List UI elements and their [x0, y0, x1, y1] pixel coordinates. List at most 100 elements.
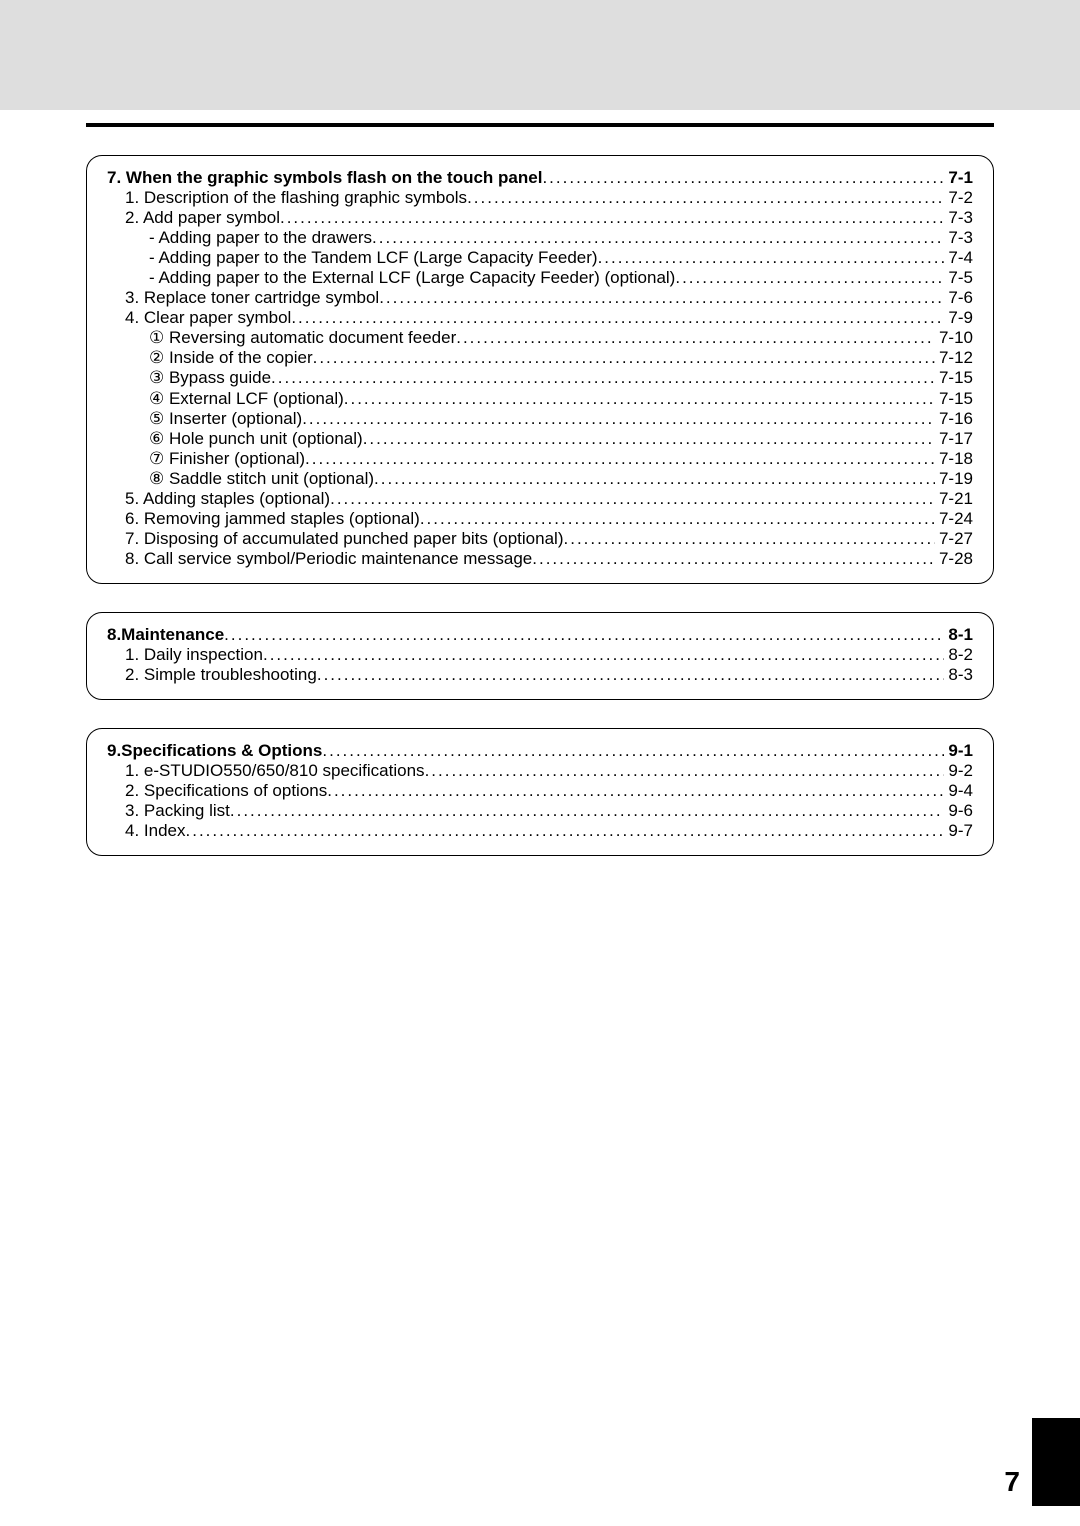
toc-entry: 2. Add paper symbol 7-3 — [107, 208, 973, 228]
toc-entry-page: 7-21 — [935, 489, 973, 509]
toc-entry: - Adding paper to the Tandem LCF (Large … — [107, 248, 973, 268]
toc-entry: ④ External LCF (optional)7-15 — [107, 389, 973, 409]
toc-entry: 7. When the graphic symbols flash on the… — [107, 168, 973, 188]
toc-dot-leader — [322, 741, 944, 761]
toc-entry-page: 7-10 — [935, 328, 973, 348]
toc-entry: - Adding paper to the drawers 7-3 — [107, 228, 973, 248]
toc-entry-page: 7-4 — [944, 248, 973, 268]
toc-entry: 7. Disposing of accumulated punched pape… — [107, 529, 973, 549]
toc-entry-label: 4. Clear paper symbol — [125, 308, 291, 328]
toc-entry: 9.Specifications & Options 9-1 — [107, 741, 973, 761]
toc-entry: 5. Adding staples (optional) 7-21 — [107, 489, 973, 509]
toc-entry-label: - Adding paper to the External LCF (Larg… — [149, 268, 675, 288]
toc-entry-page: 7-1 — [944, 168, 973, 188]
toc-entry-page: 7-19 — [935, 469, 973, 489]
toc-dot-leader — [280, 208, 944, 228]
toc-section: 7. When the graphic symbols flash on the… — [86, 155, 994, 584]
toc-entry-page: 8-2 — [944, 645, 973, 665]
toc-dot-leader — [327, 781, 944, 801]
toc-entry-label: ⑧ Saddle stitch unit (optional) — [149, 469, 374, 489]
toc-entry-label: 5. Adding staples (optional) — [125, 489, 330, 509]
toc-entry-label: ② Inside of the copier — [149, 348, 313, 368]
toc-dot-leader — [363, 429, 935, 449]
toc-entry-label: ① Reversing automatic document feeder — [149, 328, 456, 348]
toc-dot-leader — [456, 328, 935, 348]
toc-entry-label: ⑤ Inserter (optional) — [149, 409, 302, 429]
toc-content: 7. When the graphic symbols flash on the… — [86, 155, 994, 884]
toc-entry: ① Reversing automatic document feeder 7-… — [107, 328, 973, 348]
toc-entry-label: ⑦ Finisher (optional) — [149, 449, 305, 469]
toc-entry-page: 9-4 — [944, 781, 973, 801]
toc-entry: ③ Bypass guide 7-15 — [107, 368, 973, 388]
toc-entry: 4. Index 9-7 — [107, 821, 973, 841]
toc-dot-leader — [313, 348, 935, 368]
toc-dot-leader — [317, 665, 945, 685]
toc-entry-label: 8. Call service symbol/Periodic maintena… — [125, 549, 532, 569]
toc-entry-label: 1. Daily inspection — [125, 645, 263, 665]
toc-dot-leader — [302, 409, 935, 429]
toc-dot-leader — [675, 268, 944, 288]
toc-section: 9.Specifications & Options 9-11. e-STUDI… — [86, 728, 994, 856]
toc-dot-leader — [344, 389, 935, 409]
toc-dot-leader — [542, 168, 944, 188]
toc-entry-page: 7-9 — [944, 308, 973, 328]
toc-entry-page: 9-6 — [944, 801, 973, 821]
toc-entry-label: 6. Removing jammed staples (optional) — [125, 509, 420, 529]
toc-entry: ⑦ Finisher (optional) 7-18 — [107, 449, 973, 469]
toc-dot-leader — [425, 761, 945, 781]
toc-entry-page: 7-17 — [935, 429, 973, 449]
toc-entry-label: 7. When the graphic symbols flash on the… — [107, 168, 542, 188]
toc-entry-label: 9.Specifications & Options — [107, 741, 322, 761]
toc-dot-leader — [598, 248, 945, 268]
toc-dot-leader — [291, 308, 944, 328]
toc-entry: - Adding paper to the External LCF (Larg… — [107, 268, 973, 288]
toc-entry-label: - Adding paper to the drawers — [149, 228, 372, 248]
toc-entry: 4. Clear paper symbol 7-9 — [107, 308, 973, 328]
toc-dot-leader — [271, 368, 935, 388]
toc-dot-leader — [532, 549, 935, 569]
toc-entry-page: 7-27 — [935, 529, 973, 549]
toc-entry-page: 7-3 — [944, 208, 973, 228]
toc-entry-label: 2. Simple troubleshooting — [125, 665, 317, 685]
toc-entry-label: - Adding paper to the Tandem LCF (Large … — [149, 248, 598, 268]
top-rule — [86, 123, 994, 127]
toc-entry-page: 7-15 — [935, 389, 973, 409]
toc-entry-page: 7-24 — [935, 509, 973, 529]
toc-entry-label: 4. Index — [125, 821, 186, 841]
toc-entry: ⑧ Saddle stitch unit (optional) 7-19 — [107, 469, 973, 489]
toc-entry-page: 9-2 — [944, 761, 973, 781]
toc-entry-label: 7. Disposing of accumulated punched pape… — [125, 529, 564, 549]
toc-entry-label: 1. e-STUDIO550/650/810 specifications — [125, 761, 425, 781]
toc-entry: 6. Removing jammed staples (optional) 7-… — [107, 509, 973, 529]
toc-dot-leader — [224, 625, 944, 645]
toc-entry: 1. Description of the flashing graphic s… — [107, 188, 973, 208]
page-number: 7 — [1004, 1466, 1020, 1498]
toc-entry-page: 8-1 — [944, 625, 973, 645]
toc-entry-label: 2. Add paper symbol — [125, 208, 280, 228]
toc-dot-leader — [564, 529, 935, 549]
toc-entry-page: 7-3 — [944, 228, 973, 248]
toc-entry-page: 7-28 — [935, 549, 973, 569]
toc-entry-page: 7-5 — [944, 268, 973, 288]
toc-entry-label: 3. Replace toner cartridge symbol — [125, 288, 379, 308]
toc-entry-page: 7-2 — [944, 188, 973, 208]
toc-dot-leader — [374, 469, 935, 489]
toc-entry: 8. Call service symbol/Periodic maintena… — [107, 549, 973, 569]
toc-entry-page: 8-3 — [944, 665, 973, 685]
toc-entry: 1. Daily inspection 8-2 — [107, 645, 973, 665]
toc-entry-page: 9-1 — [944, 741, 973, 761]
toc-dot-leader — [420, 509, 935, 529]
toc-dot-leader — [305, 449, 935, 469]
toc-entry-page: 7-6 — [944, 288, 973, 308]
toc-entry: 2. Specifications of options 9-4 — [107, 781, 973, 801]
toc-dot-leader — [330, 489, 935, 509]
toc-entry: 8.Maintenance 8-1 — [107, 625, 973, 645]
header-band — [0, 0, 1080, 110]
toc-dot-leader — [379, 288, 944, 308]
toc-section: 8.Maintenance 8-11. Daily inspection 8-2… — [86, 612, 994, 700]
toc-entry-label: 2. Specifications of options — [125, 781, 327, 801]
toc-entry-page: 7-16 — [935, 409, 973, 429]
toc-entry: ⑤ Inserter (optional) 7-16 — [107, 409, 973, 429]
toc-entry: 1. e-STUDIO550/650/810 specifications 9-2 — [107, 761, 973, 781]
toc-entry-label: ③ Bypass guide — [149, 368, 271, 388]
